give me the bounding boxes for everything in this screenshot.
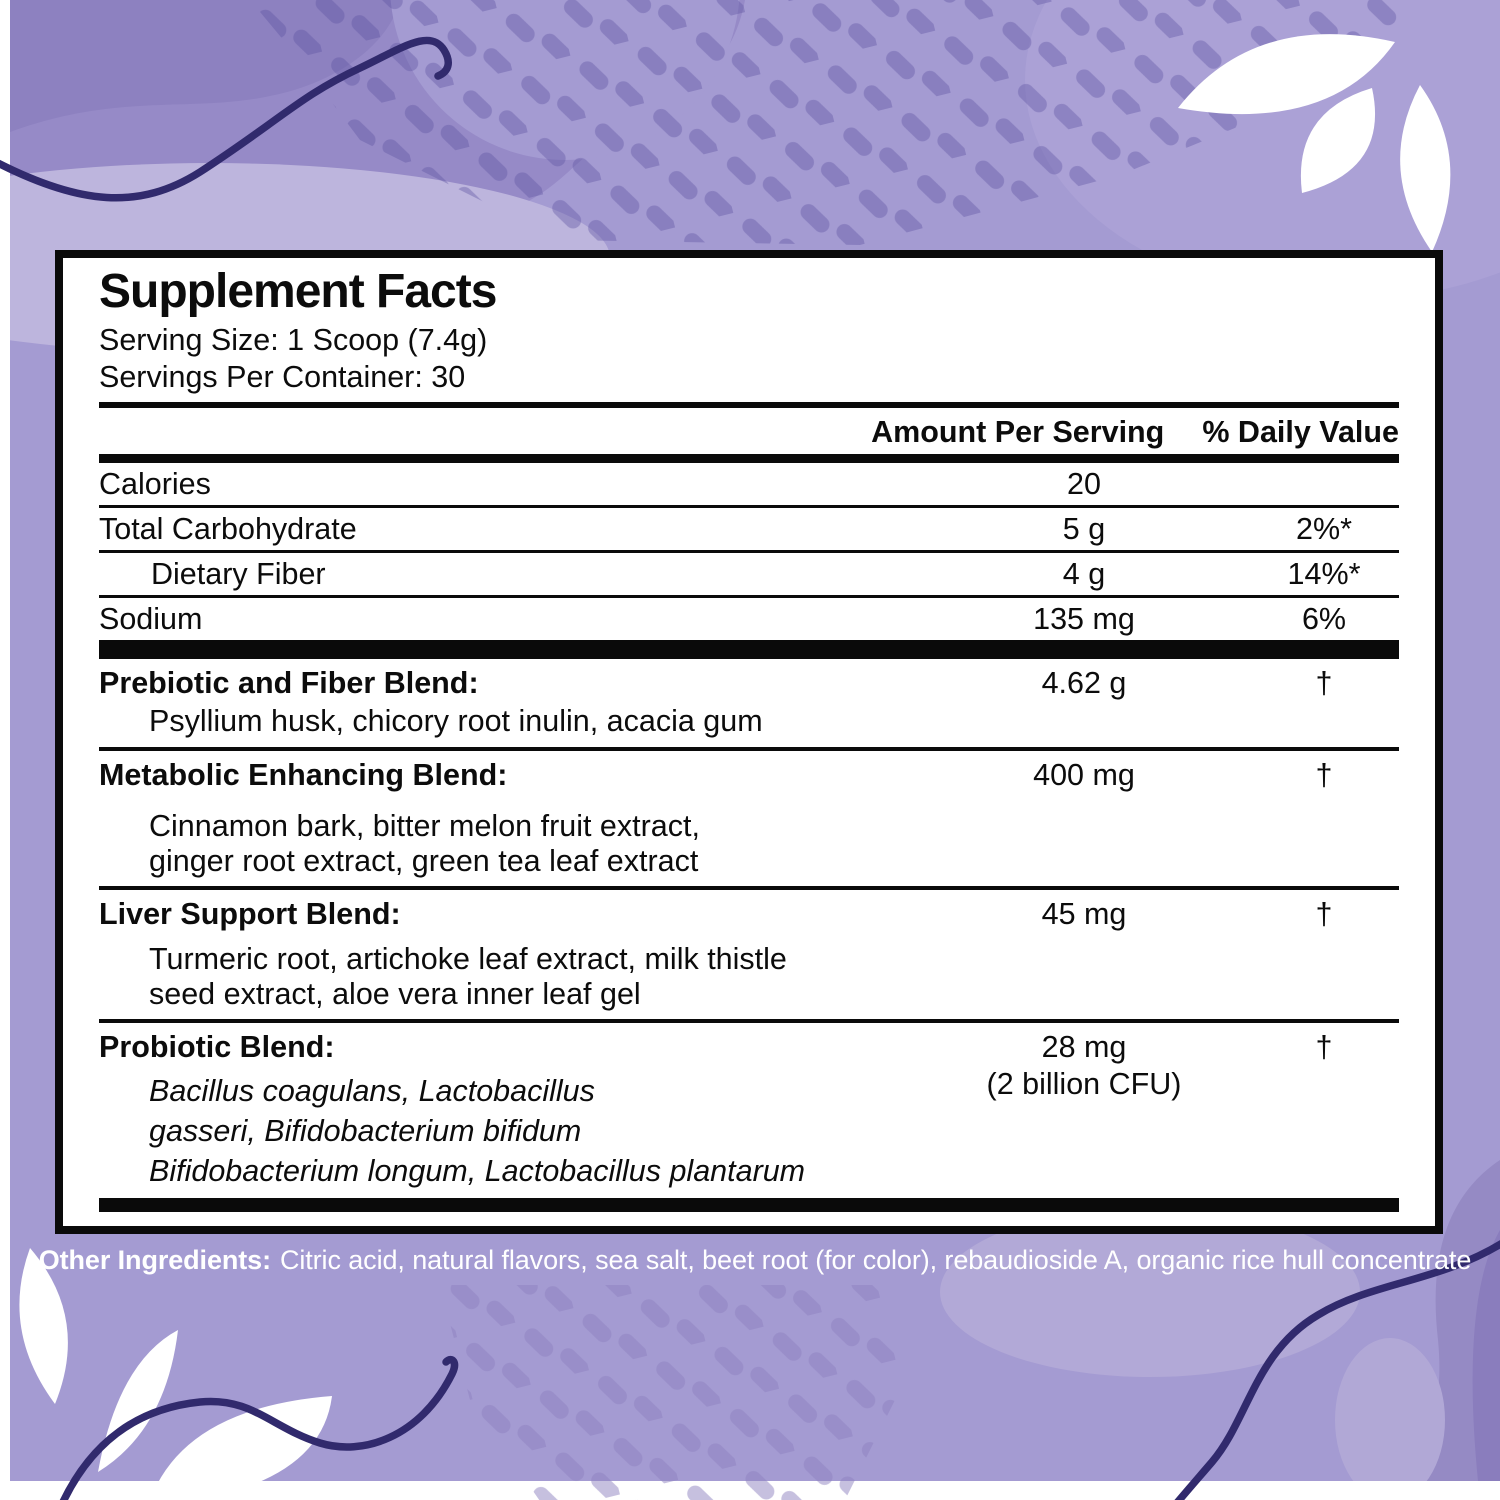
blend-amount: 4.62 g — [1041, 665, 1127, 700]
divider-bar — [99, 1197, 1399, 1212]
other-ingredients-label: Other Ingredients: — [38, 1245, 271, 1275]
leaf-icon — [1300, 88, 1376, 193]
blend-dv: † — [1315, 1029, 1333, 1064]
nutrient-dv: 6% — [1301, 601, 1347, 636]
table-header-row: Amount Per Serving % Daily Value — [99, 408, 1399, 463]
blend-ingredients-line: seed extract, aloe vera inner leaf gel — [149, 976, 641, 1011]
dash-cluster-bottom — [440, 1285, 905, 1500]
blob-light-bottomright — [1335, 1338, 1445, 1500]
blend-amount: 28 mg — [1041, 1029, 1127, 1064]
other-ingredients-text: Citric acid, natural flavors, sea salt, … — [279, 1245, 1472, 1275]
blob-light-bottom — [940, 1207, 1360, 1377]
leaf-group-top-right — [1178, 34, 1451, 252]
blend-amount-cfu: (2 billion CFU) — [986, 1066, 1182, 1101]
squiggle-line-bottom-right — [1174, 1239, 1500, 1500]
blend-dv: † — [1315, 665, 1333, 700]
blend-row: Probiotic Blend: Bacillus coagulans, Lac… — [99, 1023, 1399, 1198]
leaf-icon — [150, 1396, 332, 1500]
blend-ingredients-line: gasseri, Bifidobacterium bifidum — [149, 1113, 582, 1148]
table-row: Total Carbohydrate 5 g 2%* — [99, 508, 1399, 553]
blend-ingredients-line: Cinnamon bark, bitter melon fruit extrac… — [149, 808, 700, 843]
squiggle-line-bottom-left — [59, 1355, 459, 1500]
nutrient-name: Sodium — [99, 601, 203, 636]
squiggle-lines — [0, 36, 1500, 1500]
nutrient-name: Dietary Fiber — [151, 556, 326, 591]
leaf-icon — [1400, 85, 1451, 252]
blend-name: Liver Support Blend: — [99, 896, 401, 931]
other-ingredients: Other Ingredients: Citric acid, natural f… — [10, 1243, 1500, 1277]
divider-thick — [99, 401, 1399, 408]
nutrient-amount: 20 — [1067, 466, 1101, 501]
nutrient-dv: 14%* — [1287, 556, 1361, 591]
blend-ingredients-line: Turmeric root, artichoke leaf extract, m… — [149, 941, 787, 976]
supplement-facts-panel: Supplement Facts Serving Size: 1 Scoop (… — [55, 250, 1443, 1234]
blend-name: Probiotic Blend: — [99, 1029, 335, 1064]
blend-amount: 45 mg — [1041, 896, 1127, 931]
leaf-icon — [19, 1248, 68, 1404]
nutrient-amount: 5 g — [1062, 511, 1106, 546]
panel-title: Supplement Facts — [99, 265, 497, 318]
blend-ingredients-line: Bifidobacterium longum, Lactobacillus pl… — [149, 1153, 806, 1188]
nutrient-dv: 2%* — [1296, 511, 1352, 546]
blend-ingredients-line: ginger root extract, green tea leaf extr… — [149, 843, 699, 878]
table-row: Sodium 135 mg 6% — [99, 598, 1399, 659]
nutrient-amount: 4 g — [1062, 556, 1106, 591]
blend-ingredients-line: Bacillus coagulans, Lactobacillus — [149, 1073, 595, 1108]
squiggle-line-top — [0, 36, 452, 202]
blend-name: Metabolic Enhancing Blend: — [99, 757, 508, 792]
dash-cluster-top — [250, 0, 1415, 245]
footnote-daily-values: *Percent Daily Values are based on a 2,0… — [99, 1224, 1399, 1226]
leaf-icon — [1178, 34, 1395, 115]
blend-amount: 400 mg — [1033, 757, 1135, 792]
nutrient-name: Calories — [99, 466, 211, 501]
blend-row: Prebiotic and Fiber Blend: Psyllium husk… — [99, 659, 1399, 751]
blend-dv: † — [1315, 896, 1333, 931]
nutrient-dv — [1249, 466, 1399, 503]
blend-ingredients-line: Psyllium husk, chicory root inulin, acac… — [149, 703, 763, 738]
table-row: Calories 20 — [99, 463, 1399, 508]
blend-row: Metabolic Enhancing Blend: Cinnamon bark… — [99, 751, 1399, 890]
column-header-daily-value: % Daily Value — [1202, 414, 1399, 449]
blend-row: Liver Support Blend: Turmeric root, arti… — [99, 890, 1399, 1023]
footnotes: *Percent Daily Values are based on a 2,0… — [99, 1212, 1399, 1226]
nutrient-name: Total Carbohydrate — [99, 511, 357, 546]
servings-per-container: Servings Per Container: 30 — [99, 359, 466, 394]
blob-deep-corner — [1472, 1230, 1500, 1481]
blend-name: Prebiotic and Fiber Blend: — [99, 665, 479, 700]
table-row: Dietary Fiber 4 g 14%* — [99, 553, 1399, 598]
nutrient-amount: 135 mg — [1033, 601, 1135, 636]
blend-dv: † — [1315, 757, 1333, 792]
serving-size: Serving Size: 1 Scoop (7.4g) — [99, 322, 488, 357]
column-header-amount: Amount Per Serving — [871, 414, 1165, 449]
